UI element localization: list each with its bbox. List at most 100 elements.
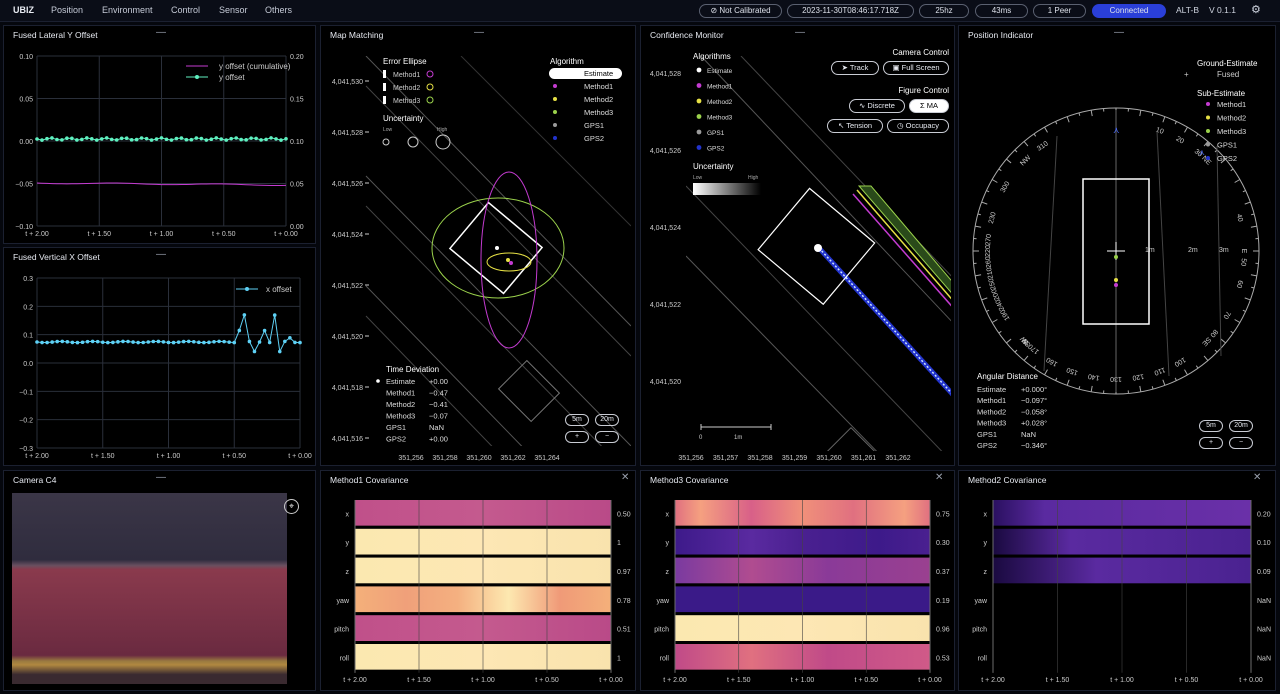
alg-label[interactable]: Estimate (707, 68, 733, 75)
row-label: yaw (975, 598, 988, 605)
compass-tick (998, 330, 1002, 334)
sub-label[interactable]: Method1 (1217, 100, 1246, 109)
compass-tick (1066, 116, 1070, 123)
compass-view[interactable]: NW300310NE102030E5060SE100110130140S1501… (959, 26, 1277, 467)
minimize-icon[interactable]: — (795, 27, 805, 38)
alg-label[interactable]: GPS1 (707, 130, 725, 137)
legend: y offset (cumulative) y offset (186, 62, 291, 82)
zoom-20m-button[interactable]: 20m (595, 414, 619, 426)
uncertainty-high: High (748, 175, 759, 181)
panel-title: Method2 Covariance (968, 475, 1047, 485)
close-icon[interactable]: ✕ (935, 472, 944, 483)
minimize-icon[interactable]: — (156, 249, 166, 260)
menu-control[interactable]: Control (171, 5, 201, 15)
camera-feed[interactable] (12, 493, 287, 684)
compass-tick (1023, 355, 1029, 361)
track-button[interactable]: ➤ Track (831, 61, 879, 75)
gear-icon[interactable]: ⚙ (1251, 4, 1261, 16)
y-tick: −0.3 (19, 446, 33, 453)
ma-button[interactable]: Σ MA (909, 99, 949, 113)
data-point (121, 339, 125, 344)
zoom-out-button[interactable]: − (1229, 437, 1253, 449)
alg-label[interactable]: Method2 (584, 95, 613, 104)
data-point (269, 136, 273, 140)
close-icon[interactable]: ✕ (1253, 472, 1262, 483)
map-view[interactable]: 4,041,530 4,041,528 4,041,526 4,041,524 4,04… (321, 26, 637, 467)
ellipse-method2 (486, 252, 532, 272)
sub-label[interactable]: GPS2 (1217, 154, 1237, 163)
data-point (267, 340, 272, 345)
minimize-icon[interactable]: — (156, 472, 166, 483)
estimate-glow (814, 244, 822, 252)
zoom-in-button[interactable]: + (565, 431, 589, 443)
tension-button[interactable]: ↖ Tension (827, 119, 883, 133)
uncertainty-gradient (693, 183, 761, 195)
zoom-5m-button[interactable]: 5m (565, 414, 589, 426)
y-tick: 4,041,530 (332, 79, 363, 86)
alg-selected-pill[interactable] (549, 68, 622, 79)
fullscreen-button[interactable]: ▣ Full Screen (883, 61, 949, 75)
marker-method3 (1114, 255, 1118, 259)
zoom-in-button[interactable]: + (1199, 437, 1223, 449)
y-tick: 4,041,522 (332, 283, 363, 290)
data-point (262, 328, 267, 333)
row-label: y (346, 540, 350, 547)
alg-label[interactable]: GPS2 (707, 146, 725, 153)
minimize-icon[interactable]: — (1114, 27, 1124, 38)
band-method3 (857, 185, 951, 293)
data-point (204, 138, 209, 142)
ellipse-label: Method3 (393, 98, 420, 105)
x-tick: t + 2.00 (343, 677, 367, 684)
data-point (60, 339, 65, 344)
compass-tick (1220, 338, 1226, 344)
sub-label[interactable]: GPS1 (1217, 141, 1237, 150)
alg-label[interactable]: Method1 (707, 84, 733, 91)
minimize-icon[interactable]: — (474, 27, 484, 38)
ellipse-swatch (383, 96, 386, 104)
compass-label: 240 (995, 298, 1006, 312)
zoom-20m-button[interactable]: 20m (1229, 420, 1253, 432)
brand-logo[interactable]: UBIZ (13, 5, 34, 15)
alg-label[interactable]: Method2 (707, 99, 733, 106)
compass-tick (977, 286, 981, 289)
crosshair-icon[interactable]: ⌖ (284, 499, 299, 514)
calibration-status[interactable]: ⊘ Not Calibrated (699, 4, 782, 18)
connection-badge[interactable]: Connected (1092, 4, 1166, 18)
data-point (75, 340, 80, 345)
minimize-icon[interactable]: — (156, 27, 166, 38)
discrete-button[interactable]: ∿ Discrete (849, 99, 905, 113)
compass-tick (1195, 365, 1199, 369)
occupancy-button[interactable]: ◷ Occupacy (887, 119, 949, 133)
close-icon[interactable]: ✕ (621, 472, 630, 483)
confidence-view[interactable]: 4,041,528 4,041,526 4,041,524 4,041,522 4,04… (641, 26, 956, 467)
y-tick: 4,041,528 (332, 130, 363, 137)
y-tick-left: 0.10 (19, 54, 33, 61)
alg-label[interactable]: Method3 (707, 115, 733, 122)
compass-label: 230 (988, 211, 998, 224)
legend-marker-xoffset (245, 287, 249, 291)
alg-label[interactable]: GPS2 (584, 134, 604, 143)
sub-label[interactable]: Method3 (1217, 127, 1246, 136)
menu-environment[interactable]: Environment (102, 5, 153, 15)
lane-line-far-right (1216, 145, 1222, 357)
uncertainty-circle-large (435, 134, 451, 150)
row-label: pitch (334, 627, 349, 634)
sub-marker (1206, 129, 1210, 133)
zoom-out-button[interactable]: − (595, 431, 619, 443)
x-tick: t + 0.00 (918, 677, 942, 684)
alg-label[interactable]: Estimate (584, 69, 613, 78)
menu-others[interactable]: Others (265, 5, 293, 15)
sub-label[interactable]: Method2 (1217, 114, 1246, 123)
lane-line-right (1156, 130, 1170, 377)
menu-sensor[interactable]: Sensor (219, 5, 248, 15)
scale-label-end: 1m (734, 435, 742, 441)
alg-label[interactable]: GPS1 (584, 121, 604, 130)
menu-position[interactable]: Position (51, 5, 84, 15)
alg-label[interactable]: Method3 (584, 108, 613, 117)
time-dev-label: Method2 (386, 400, 415, 409)
compass-label: 310 (1036, 140, 1050, 152)
angular-distance-heading: Angular Distance (977, 372, 1038, 381)
zoom-5m-button[interactable]: 5m (1199, 420, 1223, 432)
alg-label[interactable]: Method1 (584, 82, 613, 91)
data-point (284, 137, 288, 141)
